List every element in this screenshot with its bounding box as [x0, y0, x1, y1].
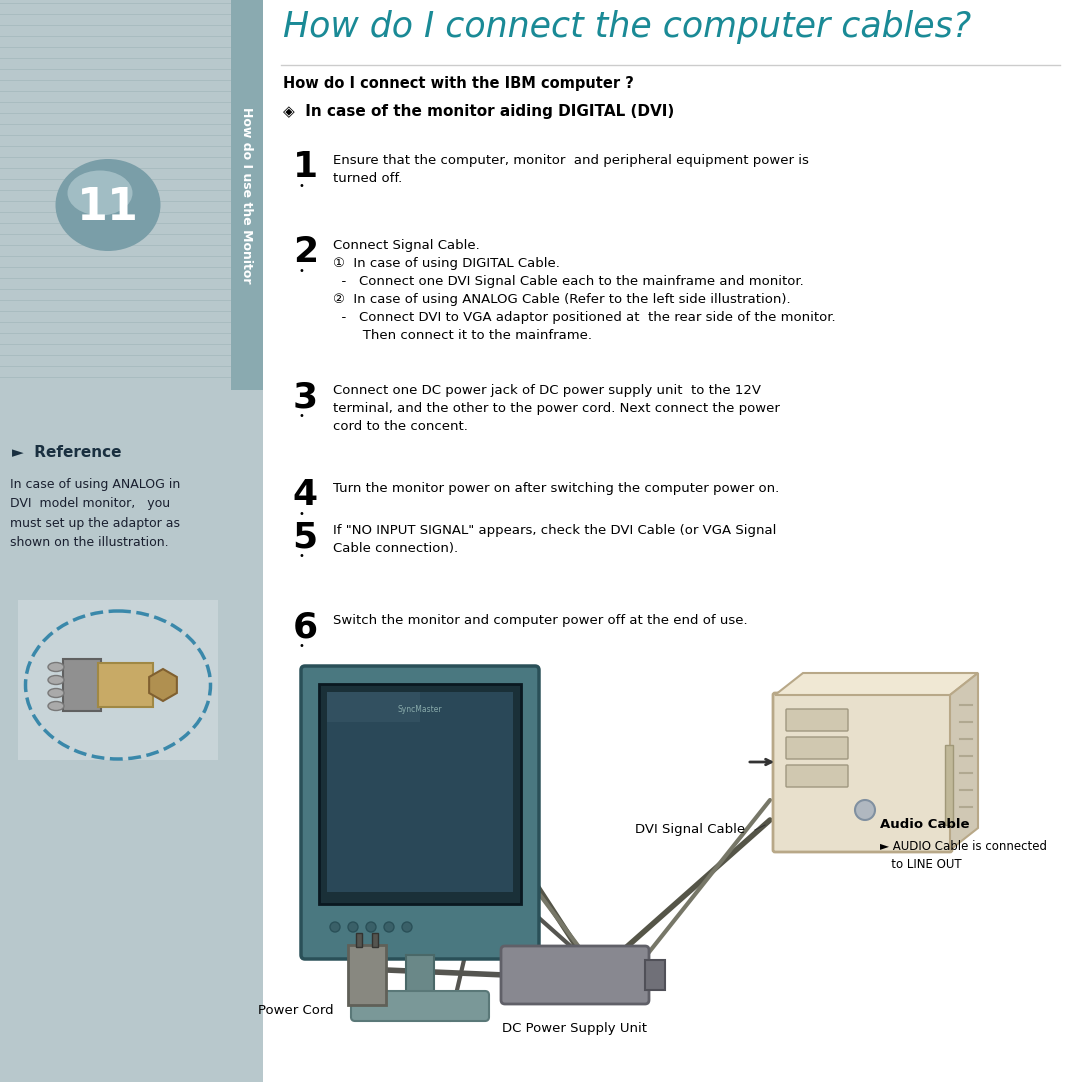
- Text: How do I use the Monitor: How do I use the Monitor: [240, 107, 253, 283]
- FancyBboxPatch shape: [786, 765, 848, 787]
- Text: •: •: [299, 266, 304, 276]
- Text: •: •: [299, 551, 304, 560]
- Circle shape: [366, 922, 376, 932]
- Ellipse shape: [68, 171, 133, 215]
- Text: 5: 5: [293, 520, 317, 554]
- Text: DVI Signal Cable: DVI Signal Cable: [635, 823, 745, 836]
- Bar: [98, 663, 153, 707]
- Bar: [946, 745, 953, 824]
- Text: Connect Signal Cable.
①  In case of using DIGITAL Cable.
  -   Connect one DVI S: Connect Signal Cable. ① In case of using…: [332, 239, 835, 342]
- Text: 6: 6: [293, 610, 317, 644]
- Ellipse shape: [26, 611, 210, 758]
- Bar: [348, 945, 386, 1005]
- Bar: [645, 960, 665, 990]
- Text: 4: 4: [293, 478, 317, 512]
- Circle shape: [855, 800, 875, 820]
- Bar: [18, 601, 218, 760]
- FancyBboxPatch shape: [351, 991, 489, 1021]
- Text: ► AUDIO Cable is connected
   to LINE OUT: ► AUDIO Cable is connected to LINE OUT: [880, 840, 1047, 871]
- Text: •: •: [299, 181, 304, 192]
- FancyBboxPatch shape: [786, 737, 848, 758]
- Polygon shape: [775, 673, 978, 695]
- Text: Power Cord: Power Cord: [258, 1003, 333, 1016]
- Ellipse shape: [48, 662, 64, 672]
- Text: DC Power Supply Unit: DC Power Supply Unit: [503, 1022, 647, 1035]
- FancyBboxPatch shape: [501, 946, 649, 1004]
- Polygon shape: [950, 673, 978, 850]
- Bar: [372, 933, 378, 947]
- Text: In case of using ANALOG in
DVI  model monitor,   you
must set up the adaptor as
: In case of using ANALOG in DVI model mon…: [10, 478, 180, 550]
- Text: Audio Cable: Audio Cable: [880, 818, 969, 831]
- Text: •: •: [299, 411, 304, 421]
- Text: Turn the monitor power on after switching the computer power on.: Turn the monitor power on after switchin…: [332, 481, 779, 494]
- Ellipse shape: [48, 675, 64, 685]
- Text: Ensure that the computer, monitor  and peripheral equipment power is
turned off.: Ensure that the computer, monitor and pe…: [332, 154, 808, 185]
- Circle shape: [384, 922, 394, 932]
- FancyBboxPatch shape: [773, 692, 952, 852]
- Text: If "NO INPUT SIGNAL" appears, check the DVI Cable (or VGA Signal
Cable connectio: If "NO INPUT SIGNAL" appears, check the …: [332, 524, 776, 555]
- Text: ◈  In case of the monitor aiding DIGITAL (DVI): ◈ In case of the monitor aiding DIGITAL …: [283, 104, 674, 119]
- Text: How do I connect the computer cables?: How do I connect the computer cables?: [283, 10, 971, 44]
- Bar: [327, 692, 513, 892]
- Text: How do I connect with the IBM computer ?: How do I connect with the IBM computer ?: [283, 76, 634, 91]
- Bar: [356, 933, 362, 947]
- Text: SyncMaster: SyncMaster: [398, 705, 443, 714]
- Circle shape: [402, 922, 412, 932]
- Text: Switch the monitor and computer power off at the end of use.: Switch the monitor and computer power of…: [332, 613, 747, 626]
- Circle shape: [330, 922, 340, 932]
- Bar: [327, 692, 420, 722]
- Text: •: •: [299, 509, 304, 519]
- Bar: [319, 684, 521, 903]
- Text: ►  Reference: ► Reference: [12, 445, 121, 460]
- Ellipse shape: [56, 159, 161, 251]
- Text: 11: 11: [77, 185, 139, 228]
- Ellipse shape: [48, 688, 64, 698]
- Bar: [230, 0, 263, 390]
- Text: 1: 1: [293, 150, 317, 184]
- Ellipse shape: [48, 701, 64, 711]
- Text: 2: 2: [293, 235, 317, 269]
- Text: •: •: [299, 641, 304, 651]
- Bar: [0, 0, 263, 1082]
- Bar: [406, 955, 434, 1000]
- Text: Connect one DC power jack of DC power supply unit  to the 12V
terminal, and the : Connect one DC power jack of DC power su…: [332, 384, 779, 433]
- FancyBboxPatch shape: [786, 709, 848, 731]
- Bar: [63, 659, 101, 711]
- FancyBboxPatch shape: [301, 667, 539, 959]
- Circle shape: [348, 922, 358, 932]
- Text: 3: 3: [293, 380, 317, 414]
